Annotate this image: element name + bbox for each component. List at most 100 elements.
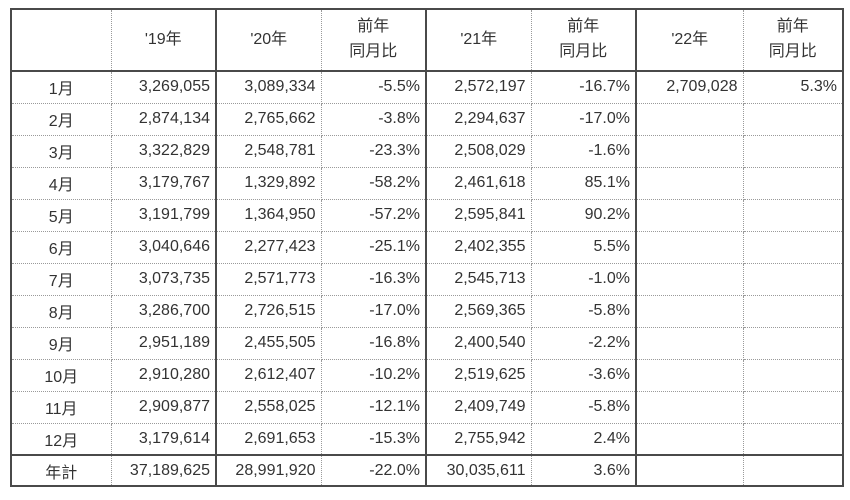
table-row: 3月 3,322,829 2,548,781 -23.3% 2,508,029 -1.6% [10, 134, 844, 168]
cell [742, 358, 844, 392]
cell: 2,545,713 [425, 262, 532, 296]
cell: -17.0% [320, 294, 427, 328]
cell [635, 166, 744, 200]
row-label: 8月 [10, 294, 112, 328]
col-header-year-22: '22年 [635, 8, 744, 72]
col-header-year-21: '21年 [425, 8, 532, 72]
cell: 30,035,611 [425, 454, 532, 487]
total-row: 年計 37,189,625 28,991,920 -22.0% 30,035,611 3.… [10, 454, 844, 487]
row-label: 4月 [10, 166, 112, 200]
cell: 2,294,637 [425, 102, 532, 136]
cell: 3,322,829 [110, 134, 217, 168]
table-header: '19年 '20年 前年 同月比 '21年 前年 同月比 '22年 前年 同月比 [10, 8, 844, 72]
cell: -16.7% [530, 70, 637, 104]
cell [635, 230, 744, 264]
row-label: 5月 [10, 198, 112, 232]
cell: 3,089,334 [215, 70, 322, 104]
table-row: 8月 3,286,700 2,726,515 -17.0% 2,569,365 -5.8% [10, 294, 844, 328]
cell [635, 294, 744, 328]
cell: -10.2% [320, 358, 427, 392]
cell [635, 454, 744, 487]
table-row: 7月 3,073,735 2,571,773 -16.3% 2,545,713 -1.0% [10, 262, 844, 296]
cell [742, 262, 844, 296]
cell: 90.2% [530, 198, 637, 232]
header-row: '19年 '20年 前年 同月比 '21年 前年 同月比 '22年 前年 同月比 [10, 8, 844, 72]
cell [742, 166, 844, 200]
table-row: 10月 2,910,280 2,612,407 -10.2% 2,519,625 -3.6… [10, 358, 844, 392]
cell: 2,455,505 [215, 326, 322, 360]
table-body: 1月 3,269,055 3,089,334 -5.5% 2,572,197 -16.7%… [10, 70, 844, 487]
cell: 2,595,841 [425, 198, 532, 232]
cell [742, 102, 844, 136]
cell: -5.8% [530, 294, 637, 328]
cell: 2,691,653 [215, 422, 322, 456]
cell: 2,874,134 [110, 102, 217, 136]
cell: 2,569,365 [425, 294, 532, 328]
table-row: 12月 3,179,614 2,691,653 -15.3% 2,755,942 2.4% [10, 422, 844, 456]
cell: 3,073,735 [110, 262, 217, 296]
cell: 37,189,625 [110, 454, 217, 487]
cell: 2,612,407 [215, 358, 322, 392]
cell: 2,909,877 [110, 390, 217, 424]
cell: -5.5% [320, 70, 427, 104]
cell: -17.0% [530, 102, 637, 136]
cell: 3,040,646 [110, 230, 217, 264]
cell [635, 358, 744, 392]
cell: 2,910,280 [110, 358, 217, 392]
cell [742, 294, 844, 328]
row-label: 2月 [10, 102, 112, 136]
cell: 3.6% [530, 454, 637, 487]
cell [635, 102, 744, 136]
row-label: 7月 [10, 262, 112, 296]
cell: -2.2% [530, 326, 637, 360]
cell: -15.3% [320, 422, 427, 456]
cell: -25.1% [320, 230, 427, 264]
cell: 2,709,028 [635, 70, 744, 104]
row-label: 年計 [10, 454, 112, 487]
cell: 85.1% [530, 166, 637, 200]
cell [635, 326, 744, 360]
cell: 2,402,355 [425, 230, 532, 264]
cell: 5.3% [742, 70, 844, 104]
cell: 1,329,892 [215, 166, 322, 200]
col-header-month [10, 8, 112, 72]
cell: 2,951,189 [110, 326, 217, 360]
cell: -12.1% [320, 390, 427, 424]
cell: -58.2% [320, 166, 427, 200]
cell: 2,558,025 [215, 390, 322, 424]
row-label: 9月 [10, 326, 112, 360]
table-row: 1月 3,269,055 3,089,334 -5.5% 2,572,197 -16.7%… [10, 70, 844, 104]
cell [742, 422, 844, 456]
cell: -1.6% [530, 134, 637, 168]
cell: 2,726,515 [215, 294, 322, 328]
cell [742, 326, 844, 360]
table-row: 2月 2,874,134 2,765,662 -3.8% 2,294,637 -17.0% [10, 102, 844, 136]
cell: 2.4% [530, 422, 637, 456]
cell [742, 454, 844, 487]
cell [742, 134, 844, 168]
table-row: 4月 3,179,767 1,329,892 -58.2% 2,461,618 85.1% [10, 166, 844, 200]
cell: 3,269,055 [110, 70, 217, 104]
cell [635, 390, 744, 424]
row-label: 10月 [10, 358, 112, 392]
col-header-yoy-22: 前年 同月比 [742, 8, 844, 72]
cell: 2,277,423 [215, 230, 322, 264]
cell: 3,286,700 [110, 294, 217, 328]
cell: 2,519,625 [425, 358, 532, 392]
cell [742, 198, 844, 232]
cell: 3,191,799 [110, 198, 217, 232]
cell: -16.3% [320, 262, 427, 296]
cell: -3.6% [530, 358, 637, 392]
row-label: 11月 [10, 390, 112, 424]
cell: 2,571,773 [215, 262, 322, 296]
cell: 2,755,942 [425, 422, 532, 456]
row-label: 3月 [10, 134, 112, 168]
table-row: 6月 3,040,646 2,277,423 -25.1% 2,402,355 5.5% [10, 230, 844, 264]
cell: 5.5% [530, 230, 637, 264]
table-row: 11月 2,909,877 2,558,025 -12.1% 2,409,749 -5.8… [10, 390, 844, 424]
row-label: 6月 [10, 230, 112, 264]
cell: -3.8% [320, 102, 427, 136]
cell: 1,364,950 [215, 198, 322, 232]
cell: 2,765,662 [215, 102, 322, 136]
